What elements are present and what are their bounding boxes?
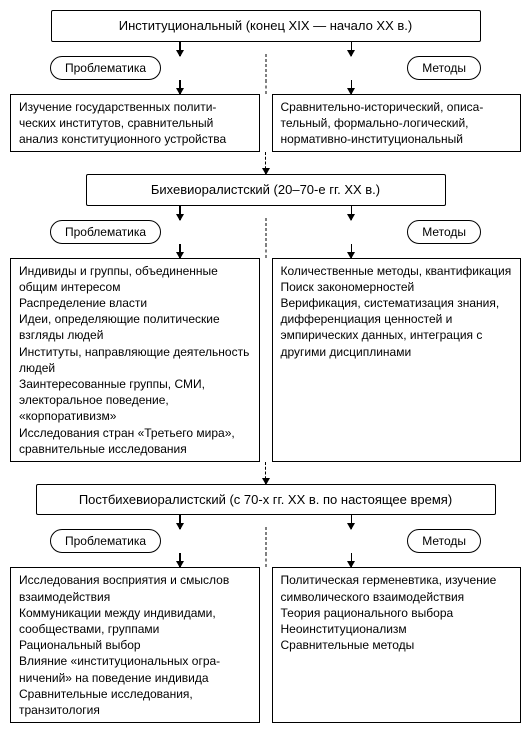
section-3-right: Политическая герменевтика, изучение симв… (272, 567, 522, 723)
dashed-divider (265, 54, 266, 82)
section-3-content: Исследования восприятия и смыслов взаимо… (10, 567, 521, 723)
pill-metody: Методы (407, 56, 481, 80)
section-3-pills: Проблематика Методы (10, 529, 521, 553)
dashed-divider (265, 218, 266, 246)
section-1-pills: Проблематика Методы (10, 56, 521, 80)
dashed-divider (265, 553, 266, 567)
arrow-section-2-to-3 (10, 462, 521, 484)
pill-metody: Методы (407, 529, 481, 553)
arrow-section-1-to-2 (10, 152, 521, 174)
section-2-title: Бихевиоралистский (20–70-е гг. XX в.) (86, 174, 446, 206)
dashed-divider (265, 244, 266, 258)
section-2-right: Количественные методы, квантификация Пои… (272, 258, 522, 462)
arrows-pills-to-content-3 (10, 553, 521, 567)
section-1-title: Институциональный (конец XIX — начало XX… (51, 10, 481, 42)
pill-problematika: Проблематика (50, 529, 161, 553)
section-3-left: Исследования восприятия и смыслов взаимо… (10, 567, 260, 723)
section-2-content: Индивиды и группы, объединенные общим ин… (10, 258, 521, 462)
section-1-right: Сравнительно-исторический, описа-тельный… (272, 94, 522, 153)
section-2-left: Индивиды и группы, объединенные общим ин… (10, 258, 260, 462)
dashed-divider (265, 527, 266, 555)
pill-metody: Методы (407, 220, 481, 244)
section-2-pills: Проблематика Методы (10, 220, 521, 244)
section-1-content: Изучение государственных полити-ческих и… (10, 94, 521, 153)
arrows-pills-to-content-1 (10, 80, 521, 94)
pill-problematika: Проблематика (50, 56, 161, 80)
pill-problematika: Проблематика (50, 220, 161, 244)
dashed-divider (265, 80, 266, 94)
section-3-title: Постбихевиоралистский (с 70-х гг. XX в. … (36, 484, 496, 516)
section-1-left: Изучение государственных полити-ческих и… (10, 94, 260, 153)
flowchart: Институциональный (конец XIX — начало XX… (10, 10, 521, 723)
arrows-pills-to-content-2 (10, 244, 521, 258)
